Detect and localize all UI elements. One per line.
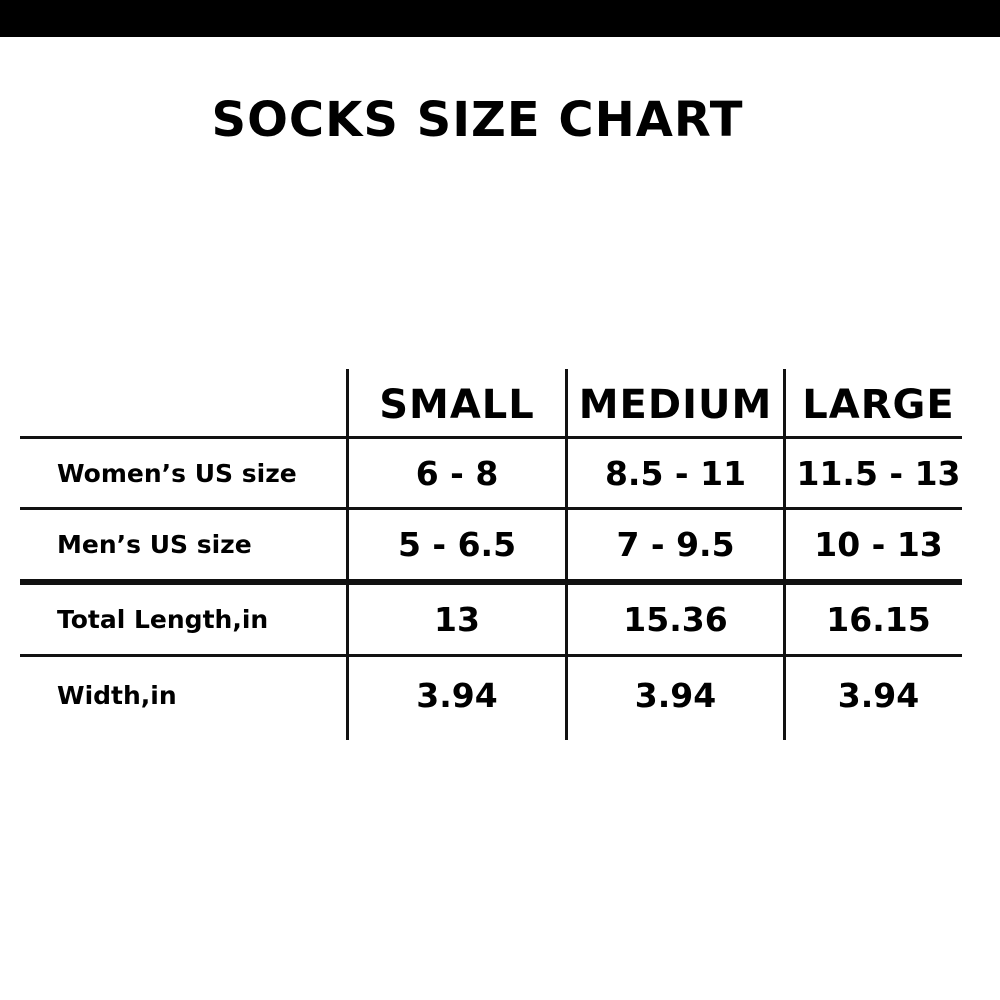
row-divider <box>20 436 962 439</box>
row-label: Width,in <box>57 680 177 710</box>
table-cell: 3.94 <box>634 675 717 715</box>
table-cell: 5 - 6.5 <box>397 525 517 564</box>
table-cell: 6 - 8 <box>415 453 499 493</box>
table-cell: 16.15 <box>826 600 931 639</box>
top-bar <box>0 0 1000 37</box>
table-cell: 11.5 - 13 <box>796 453 961 493</box>
table-cell: 3.94 <box>837 675 920 715</box>
column-header-small: SMALL <box>379 382 535 428</box>
page-title: SOCKS SIZE CHART <box>211 92 744 148</box>
column-header-large: LARGE <box>802 382 955 428</box>
column-header-medium: MEDIUM <box>578 382 773 428</box>
row-divider <box>20 654 962 657</box>
row-divider <box>20 507 962 510</box>
section-divider <box>20 579 962 585</box>
column-divider <box>783 369 786 740</box>
table-cell: 3.94 <box>416 675 498 715</box>
row-label: Total Length,in <box>57 605 269 634</box>
row-label: Women’s US size <box>57 458 297 488</box>
table-cell: 8.5 - 11 <box>604 453 747 493</box>
column-divider <box>346 369 349 740</box>
table-cell: 15.36 <box>623 600 728 639</box>
table-cell: 13 <box>434 600 480 639</box>
column-divider <box>565 369 568 740</box>
table-cell: 7 - 9.5 <box>616 525 735 564</box>
row-label: Men’s US size <box>57 530 252 559</box>
table-cell: 10 - 13 <box>814 525 943 564</box>
